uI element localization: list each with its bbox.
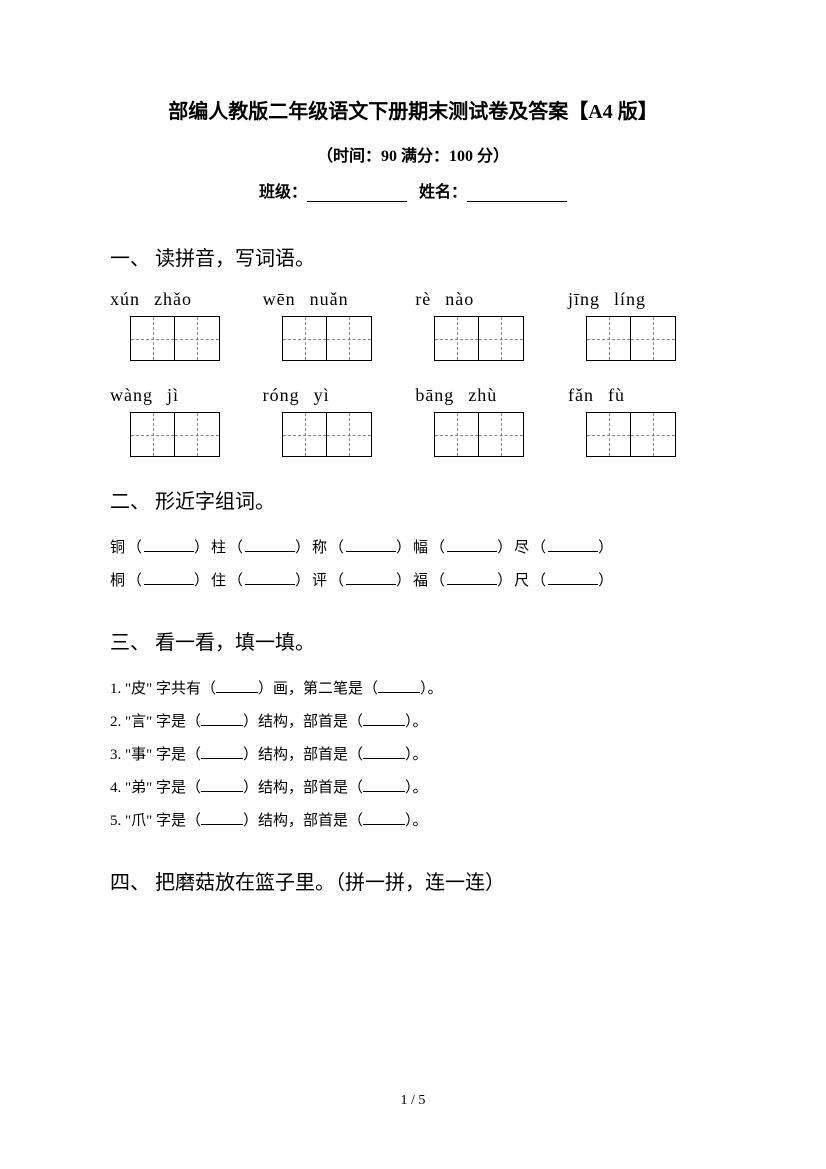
answer-blank[interactable] — [447, 571, 497, 585]
char-box[interactable] — [175, 412, 220, 457]
answer-blank[interactable] — [245, 571, 295, 585]
section-2-line-2: 桐（）住（）评（）福（）尺（） — [110, 565, 716, 598]
char-box[interactable] — [327, 316, 372, 361]
section-3-heading: 三、 看一看，填一填。 — [110, 626, 716, 655]
char-box-group — [586, 412, 716, 457]
pinyin-group: xúnzhǎo — [110, 289, 250, 310]
exam-subtitle: （时间：90 满分：100 分） — [110, 142, 716, 166]
char-box-group — [282, 316, 412, 361]
answer-blank[interactable] — [363, 778, 405, 792]
section-3-q2: 2. "言" 字是（）结构，部首是（）。 — [110, 706, 716, 739]
pinyin-group: fǎnfù — [568, 385, 708, 406]
name-blank[interactable] — [467, 186, 567, 202]
answer-blank[interactable] — [548, 538, 598, 552]
section-3-q3: 3. "事" 字是（）结构，部首是（）。 — [110, 739, 716, 772]
answer-blank[interactable] — [144, 571, 194, 585]
section-1-heading: 一、 读拼音，写词语。 — [110, 242, 716, 271]
char-box[interactable] — [631, 316, 676, 361]
char-box-group — [586, 316, 716, 361]
answer-blank[interactable] — [363, 745, 405, 759]
char-box-group — [282, 412, 412, 457]
pinyin-group: rènào — [415, 289, 555, 310]
char-box[interactable] — [586, 412, 631, 457]
char-box-group — [434, 316, 564, 361]
answer-blank[interactable] — [378, 679, 420, 693]
pinyin-group: bāngzhù — [415, 385, 555, 406]
char-box-group — [130, 316, 260, 361]
boxes-row-2 — [110, 412, 716, 457]
page-number: 1 / 5 — [0, 1093, 826, 1109]
answer-blank[interactable] — [346, 571, 396, 585]
answer-blank[interactable] — [548, 571, 598, 585]
answer-blank[interactable] — [363, 712, 405, 726]
answer-blank[interactable] — [216, 679, 258, 693]
answer-blank[interactable] — [144, 538, 194, 552]
char-box[interactable] — [631, 412, 676, 457]
char-box[interactable] — [479, 316, 524, 361]
section-3-q5: 5. "爪" 字是（）结构，部首是（）。 — [110, 805, 716, 838]
pinyin-group: wēnnuǎn — [263, 289, 403, 310]
pinyin-group: jīnglíng — [568, 289, 708, 310]
char-box[interactable] — [586, 316, 631, 361]
answer-blank[interactable] — [201, 811, 243, 825]
answer-blank[interactable] — [201, 745, 243, 759]
char-box[interactable] — [434, 412, 479, 457]
name-label: 姓名： — [419, 184, 467, 201]
section-3-q4: 4. "弟" 字是（）结构，部首是（）。 — [110, 772, 716, 805]
answer-blank[interactable] — [346, 538, 396, 552]
char-box[interactable] — [434, 316, 479, 361]
exam-title: 部编人教版二年级语文下册期末测试卷及答案【A4 版】 — [110, 95, 716, 124]
answer-blank[interactable] — [447, 538, 497, 552]
pinyin-row-1: xúnzhǎo wēnnuǎn rènào jīnglíng — [110, 289, 716, 310]
char-box[interactable] — [282, 412, 327, 457]
section-3-q1: 1. "皮" 字共有（）画，第二笔是（）。 — [110, 673, 716, 706]
answer-blank[interactable] — [245, 538, 295, 552]
pinyin-group: wàngjì — [110, 385, 250, 406]
section-2-heading: 二、 形近字组词。 — [110, 485, 716, 514]
class-blank[interactable] — [307, 186, 407, 202]
section-2-line-1: 铜（）柱（）称（）幅（）尽（） — [110, 532, 716, 565]
answer-blank[interactable] — [363, 811, 405, 825]
pinyin-row-2: wàngjì róngyì bāngzhù fǎnfù — [110, 385, 716, 406]
char-box-group — [130, 412, 260, 457]
char-box-group — [434, 412, 564, 457]
pinyin-group: róngyì — [263, 385, 403, 406]
char-box[interactable] — [130, 316, 175, 361]
char-box[interactable] — [327, 412, 372, 457]
char-box[interactable] — [282, 316, 327, 361]
student-info-line: 班级： 姓名： — [110, 178, 716, 202]
char-box[interactable] — [479, 412, 524, 457]
answer-blank[interactable] — [201, 712, 243, 726]
char-box[interactable] — [175, 316, 220, 361]
char-box[interactable] — [130, 412, 175, 457]
boxes-row-1 — [110, 316, 716, 361]
answer-blank[interactable] — [201, 778, 243, 792]
section-4-heading: 四、 把磨菇放在篮子里。（拼一拼，连一连） — [110, 866, 716, 895]
class-label: 班级： — [259, 184, 307, 201]
